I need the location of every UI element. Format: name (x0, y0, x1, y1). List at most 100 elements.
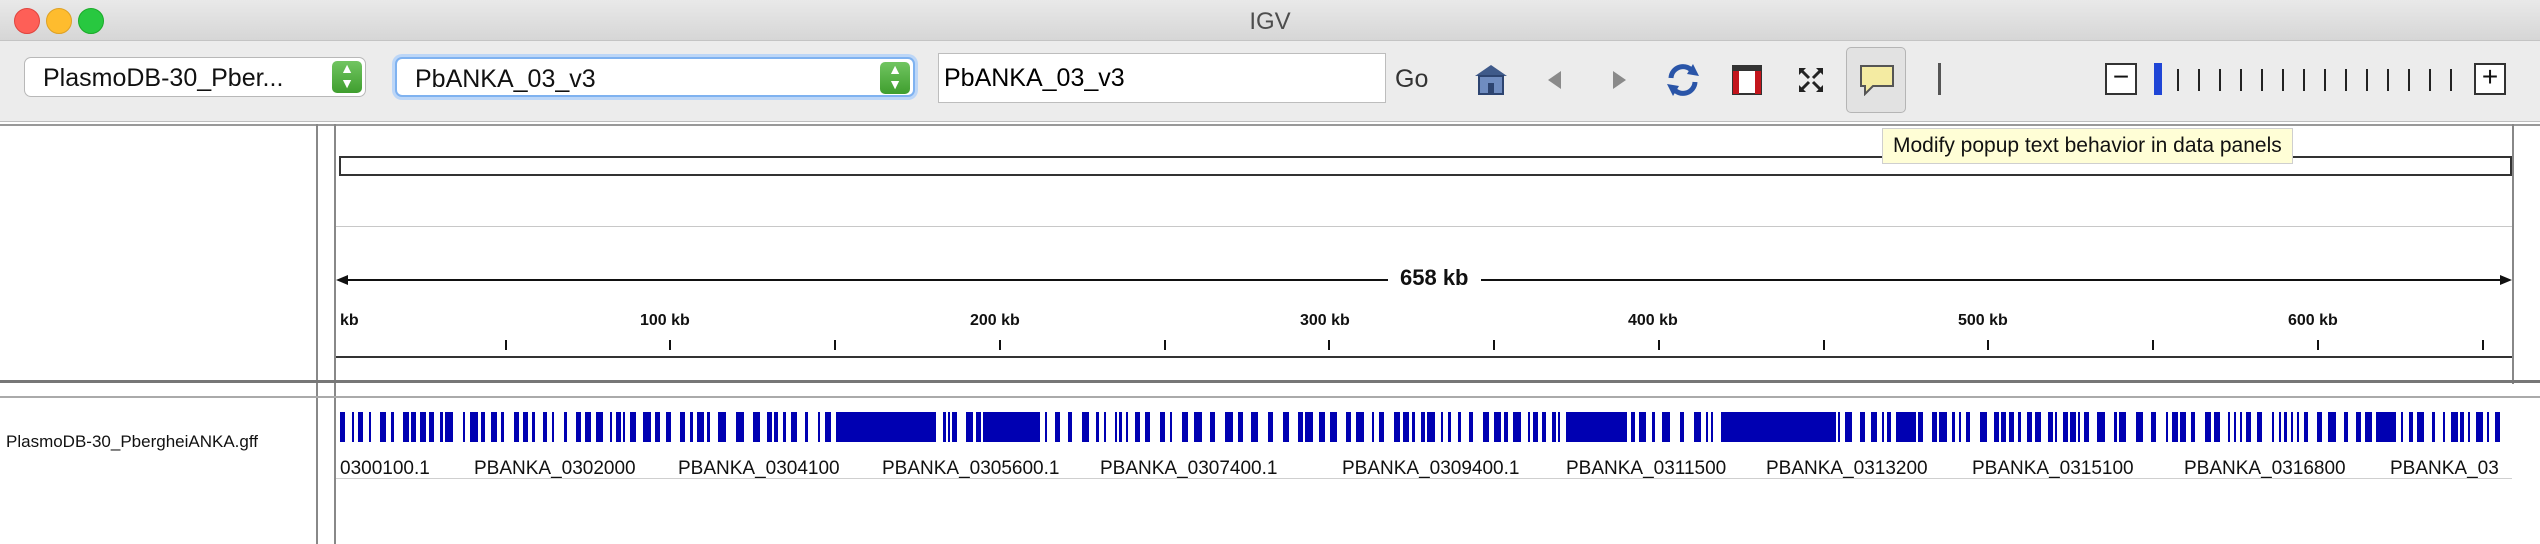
gene-feature[interactable] (2166, 412, 2168, 442)
gene-feature[interactable] (1346, 412, 1351, 442)
gene-feature[interactable] (2297, 412, 2299, 442)
gene-feature[interactable] (1680, 412, 1684, 442)
gene-feature[interactable] (2495, 412, 2500, 442)
gene-feature[interactable] (2460, 412, 2464, 442)
gene-feature[interactable] (1427, 412, 1435, 442)
gene-feature[interactable] (2180, 412, 2186, 442)
gene-feature[interactable] (2070, 412, 2076, 442)
gene-feature[interactable] (1504, 412, 1508, 442)
gene-feature[interactable] (1980, 412, 1987, 442)
gene-feature[interactable] (1194, 412, 1202, 442)
gene-feature[interactable] (1135, 412, 1140, 442)
gene-feature[interactable] (2027, 412, 2032, 442)
gene-feature[interactable] (783, 412, 786, 442)
gene-feature[interactable] (2240, 412, 2242, 442)
gene-feature[interactable] (2078, 412, 2080, 442)
gene-feature[interactable] (943, 412, 946, 442)
gene-feature[interactable] (1566, 412, 1626, 442)
gene-feature[interactable] (445, 412, 453, 442)
gene-feature[interactable] (1421, 412, 1425, 442)
gene-feature[interactable] (564, 412, 567, 442)
gene-feature[interactable] (2376, 412, 2396, 442)
gene-feature[interactable] (2328, 412, 2336, 442)
gene-feature[interactable] (411, 412, 416, 442)
gene-feature[interactable] (552, 412, 554, 442)
gene-feature[interactable] (523, 412, 528, 442)
refresh-icon[interactable] (1660, 57, 1706, 103)
gene-feature[interactable] (2476, 412, 2483, 442)
gene-feature[interactable] (1860, 412, 1865, 442)
gene-feature[interactable] (2205, 412, 2211, 442)
go-button[interactable]: Go (1395, 65, 1429, 93)
gene-feature[interactable] (1412, 412, 1415, 442)
gene-feature[interactable] (1882, 412, 1884, 442)
gene-feature[interactable] (2063, 412, 2068, 442)
gene-feature[interactable] (736, 412, 744, 442)
gene-feature[interactable] (718, 412, 726, 442)
home-icon[interactable] (1468, 57, 1514, 103)
gene-feature[interactable] (1959, 412, 1961, 442)
gene-feature[interactable] (1045, 412, 1047, 442)
gene-feature[interactable] (2018, 412, 2021, 442)
gene-feature[interactable] (791, 412, 797, 442)
gene-feature[interactable] (976, 412, 981, 442)
gene-feature[interactable] (630, 412, 636, 442)
gene-feature[interactable] (2228, 412, 2230, 442)
gene-feature[interactable] (2451, 412, 2458, 442)
gene-feature[interactable] (1403, 412, 1409, 442)
gene-feature[interactable] (1662, 412, 1670, 442)
gene-feature[interactable] (655, 412, 660, 442)
gene-feature[interactable] (2257, 412, 2262, 442)
gene-feature[interactable] (1115, 412, 1117, 442)
gene-feature[interactable] (2291, 412, 2293, 442)
gene-feature[interactable] (1238, 412, 1243, 442)
gene-feature[interactable] (340, 412, 345, 442)
gene-feature[interactable] (2487, 412, 2489, 442)
gene-feature[interactable] (1319, 412, 1325, 442)
gene-feature[interactable] (1330, 412, 1337, 442)
gene-feature[interactable] (2401, 412, 2403, 442)
gene-feature[interactable] (1838, 412, 1840, 442)
gene-feature[interactable] (774, 412, 778, 442)
genome-dropdown[interactable]: PlasmoDB-30_Pber... ▲ ▼ (24, 57, 366, 97)
gene-feature[interactable] (1096, 412, 1099, 442)
gene-feature[interactable] (2097, 412, 2105, 442)
gene-feature[interactable] (2356, 412, 2361, 442)
gene-feature[interactable] (1721, 412, 1727, 442)
gene-feature[interactable] (2246, 412, 2251, 442)
gene-feature[interactable] (1994, 412, 1999, 442)
gene-feature[interactable] (643, 412, 651, 442)
gene-feature[interactable] (501, 412, 504, 442)
gene-feature[interactable] (1711, 412, 1713, 442)
gene-feature[interactable] (1268, 412, 1273, 442)
gene-feature[interactable] (1552, 412, 1556, 442)
gene-feature[interactable] (1631, 412, 1635, 442)
gene-feature[interactable] (463, 412, 465, 442)
gene-feature[interactable] (1542, 412, 1546, 442)
gene-feature[interactable] (1966, 412, 1970, 442)
dropdown-arrow-icon[interactable]: ▲ ▼ (332, 61, 362, 93)
gene-feature[interactable] (2136, 412, 2143, 442)
chromosome-dropdown[interactable]: PbANKA_03_v3 ▲ ▼ (395, 57, 915, 97)
popup-behavior-button[interactable] (1846, 47, 1906, 113)
gene-feature[interactable] (403, 412, 409, 442)
gene-feature[interactable] (680, 412, 685, 442)
gene-feature[interactable] (1918, 412, 1923, 442)
gene-feature[interactable] (1356, 412, 1364, 442)
gene-feature[interactable] (1441, 412, 1443, 442)
gene-feature[interactable] (1932, 412, 1937, 442)
gene-feature[interactable] (2409, 412, 2413, 442)
gene-feature[interactable] (1448, 412, 1451, 442)
gene-feature[interactable] (1694, 412, 1701, 442)
gene-feature[interactable] (1145, 412, 1150, 442)
gene-feature[interactable] (690, 412, 693, 442)
gene-feature[interactable] (2119, 412, 2126, 442)
gene-feature[interactable] (825, 412, 831, 442)
gene-feature[interactable] (1639, 412, 1646, 442)
gene-feature[interactable] (2084, 412, 2089, 442)
region-of-interest-icon[interactable] (1724, 57, 1770, 103)
gene-feature[interactable] (585, 412, 591, 442)
gene-feature[interactable] (1182, 412, 1188, 442)
gene-feature[interactable] (1483, 412, 1489, 442)
gene-feature[interactable] (1845, 412, 1852, 442)
